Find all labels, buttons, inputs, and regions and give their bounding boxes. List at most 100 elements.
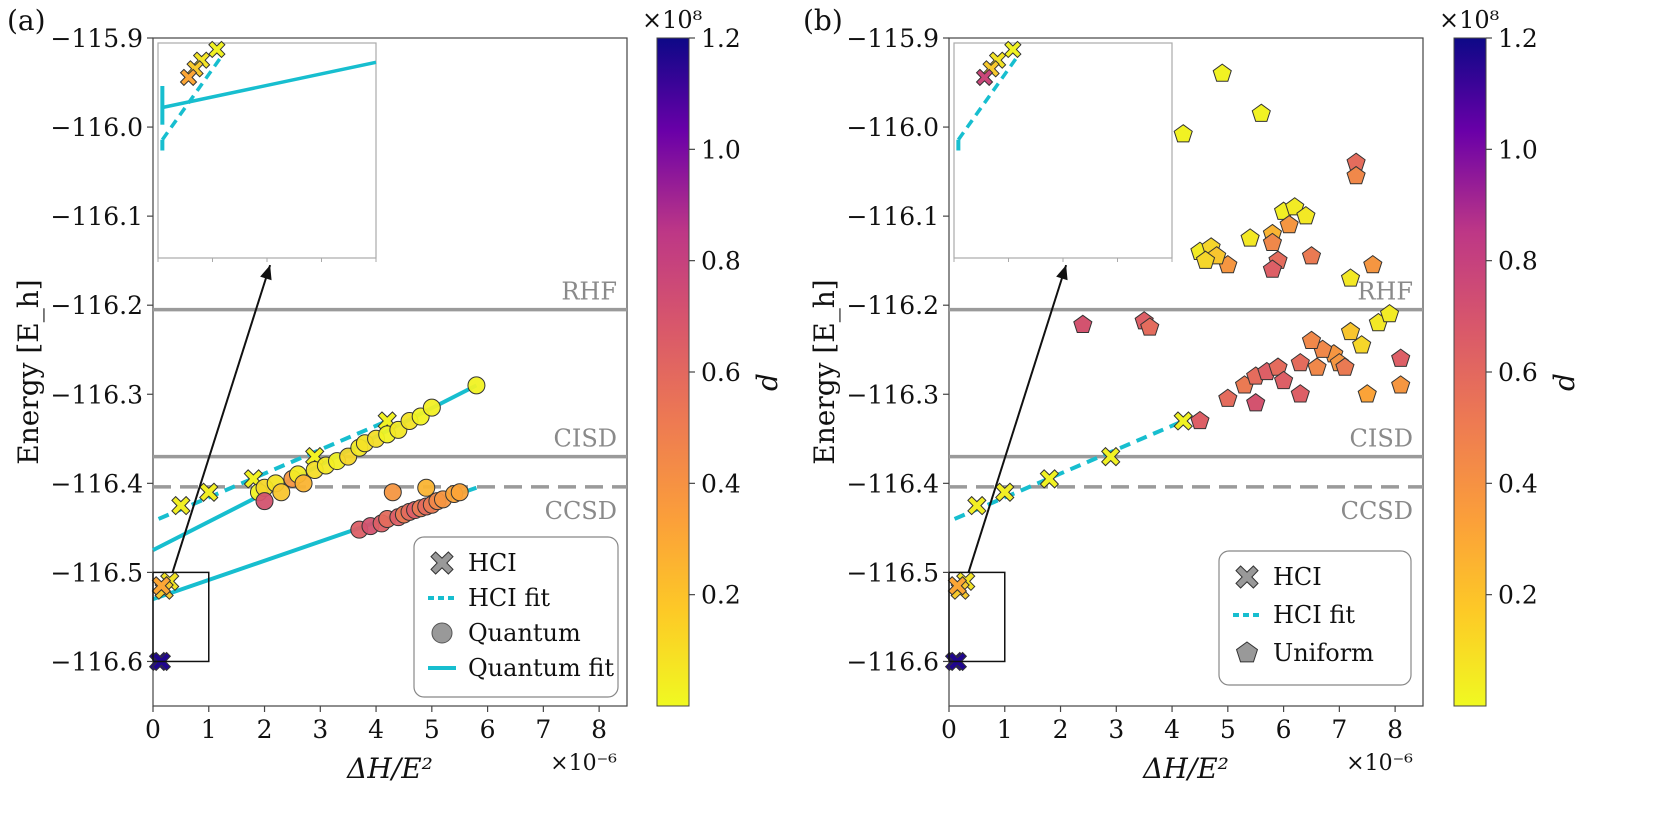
- hci-marker: [151, 576, 172, 596]
- uniform-marker: [1340, 321, 1361, 341]
- uniform-marker: [1335, 357, 1355, 376]
- inset-fit-line: [956, 52, 1021, 141]
- legend-label: HCI fit: [1273, 601, 1355, 629]
- y-axis-label: Energy [E_h]: [808, 279, 841, 464]
- colorbar-tick-label: 1.2: [1498, 24, 1538, 53]
- colorbar-gradient: [656, 37, 690, 707]
- uniform-marker: [1307, 357, 1327, 376]
- x-tick-label: 6: [1276, 715, 1292, 744]
- legend-hci-marker: [430, 551, 454, 575]
- x-tick-label: 1: [997, 715, 1013, 744]
- x-offset-label: ×10⁻⁶: [1346, 751, 1413, 776]
- reference-label-ccsd: CCSD: [545, 497, 617, 525]
- plot-frame: [152, 37, 628, 707]
- colorbar-tick-label: 0.8: [701, 247, 741, 276]
- y-tick-label: −116.3: [846, 380, 939, 409]
- y-tick-label: −116.6: [846, 647, 939, 676]
- uniform-marker: [1240, 228, 1260, 247]
- x-tick-label: 8: [591, 715, 607, 744]
- y-axis-label: Energy [E_h]: [12, 279, 45, 464]
- y-tick-label: −116.1: [846, 202, 939, 231]
- legend-label: HCI fit: [468, 584, 550, 612]
- uniform-marker: [1218, 388, 1238, 407]
- fit-line: [953, 419, 1184, 521]
- uniform-marker: [1273, 370, 1294, 390]
- inset-fit-line: [160, 52, 225, 141]
- zoom-box: [948, 571, 1006, 663]
- fit-line: [157, 419, 388, 521]
- uniform-marker: [1340, 268, 1361, 287]
- reference-label-cisd: CISD: [553, 425, 617, 453]
- uniform-marker: [1301, 246, 1322, 265]
- uniform-marker: [1363, 255, 1383, 274]
- uniform-marker: [1195, 250, 1216, 269]
- uniform-marker: [1190, 410, 1210, 430]
- legend-label: Quantum fit: [468, 654, 614, 682]
- y-tick-label: −116.2: [846, 291, 939, 320]
- zoom-arrow: [967, 264, 1068, 573]
- hci-marker: [995, 482, 1015, 502]
- reference-label-rhf: RHF: [561, 278, 617, 306]
- uniform-marker: [1352, 335, 1372, 354]
- colorbar-tick-label: 0.2: [1498, 581, 1538, 610]
- x-tick-label: 3: [312, 715, 328, 744]
- quantum-marker: [467, 376, 486, 395]
- y-tick-label: −116.2: [50, 291, 143, 320]
- uniform-marker: [1279, 214, 1299, 234]
- x-tick-label: 0: [145, 715, 161, 744]
- y-tick-label: −116.0: [50, 113, 143, 142]
- quantum-marker: [422, 398, 441, 417]
- colorbar-multiplier: ×10⁸: [642, 6, 702, 34]
- legend-box: [1218, 550, 1412, 686]
- panel-a: RHF CISD CCSD 0 1 2 3 4 5 6 7 8 −115.9 −116.0 −116.1 −1…: [7, 4, 628, 785]
- inset-frame: [953, 42, 1173, 259]
- inset-hci-marker: [208, 40, 226, 59]
- uniform-marker: [1246, 393, 1266, 412]
- colorbar-multiplier: ×10⁸: [1439, 6, 1499, 34]
- uniform-marker: [1212, 63, 1232, 82]
- colorbar-label: d: [751, 373, 784, 391]
- hci-marker: [199, 482, 219, 502]
- x-tick-label: 7: [1331, 715, 1347, 744]
- colorbar-tick-label: 1.2: [701, 24, 741, 53]
- hci-marker: [1039, 469, 1060, 489]
- hci-marker: [171, 495, 191, 516]
- legend-quantum-marker: [431, 622, 453, 644]
- colorbar-b: 0.2 0.4 0.6 0.8 1.0 1.2×10⁸ d: [1439, 6, 1581, 707]
- uniform-marker: [1140, 317, 1160, 336]
- quantum-marker: [255, 492, 274, 511]
- hci-marker: [1173, 411, 1193, 431]
- uniform-marker: [1346, 165, 1366, 185]
- y-tick-label: −116.6: [50, 647, 143, 676]
- legend-uniform-marker: [1235, 641, 1259, 663]
- inset-hci-marker: [1004, 40, 1022, 59]
- colorbar-a: 0.2 0.4 0.6 0.8 1.0 1.2×10⁸ d: [642, 6, 784, 707]
- panel-label: (b): [803, 4, 843, 37]
- colorbar-tick-label: 0.2: [701, 581, 741, 610]
- y-tick-label: −116.0: [846, 113, 939, 142]
- zoom-arrow: [171, 264, 272, 573]
- hci-marker: [967, 495, 987, 516]
- quantum-marker: [417, 478, 436, 497]
- y-tick-label: −115.9: [846, 24, 939, 53]
- colorbar-label: d: [1548, 373, 1581, 391]
- y-tick-label: −116.3: [50, 380, 143, 409]
- x-tick-label: 5: [424, 715, 440, 744]
- legend-hci-marker: [1235, 565, 1259, 589]
- y-tick-label: −116.4: [50, 469, 143, 498]
- quantum-marker: [383, 483, 402, 502]
- uniform-marker: [1290, 352, 1310, 372]
- uniform-marker: [1301, 330, 1322, 350]
- colorbar-tick-label: 0.4: [701, 469, 741, 498]
- panel-label: (a): [7, 4, 46, 37]
- x-offset-label: ×10⁻⁶: [550, 751, 617, 776]
- legend-label: Uniform: [1273, 639, 1374, 667]
- uniform-marker: [1262, 232, 1283, 252]
- legend-label: HCI: [1273, 563, 1322, 591]
- reference-label-cisd: CISD: [1349, 425, 1413, 453]
- uniform-marker: [1296, 206, 1316, 225]
- colorbar-tick-label: 0.6: [701, 358, 741, 387]
- uniform-marker: [1357, 384, 1377, 403]
- y-tick-label: −115.9: [50, 24, 143, 53]
